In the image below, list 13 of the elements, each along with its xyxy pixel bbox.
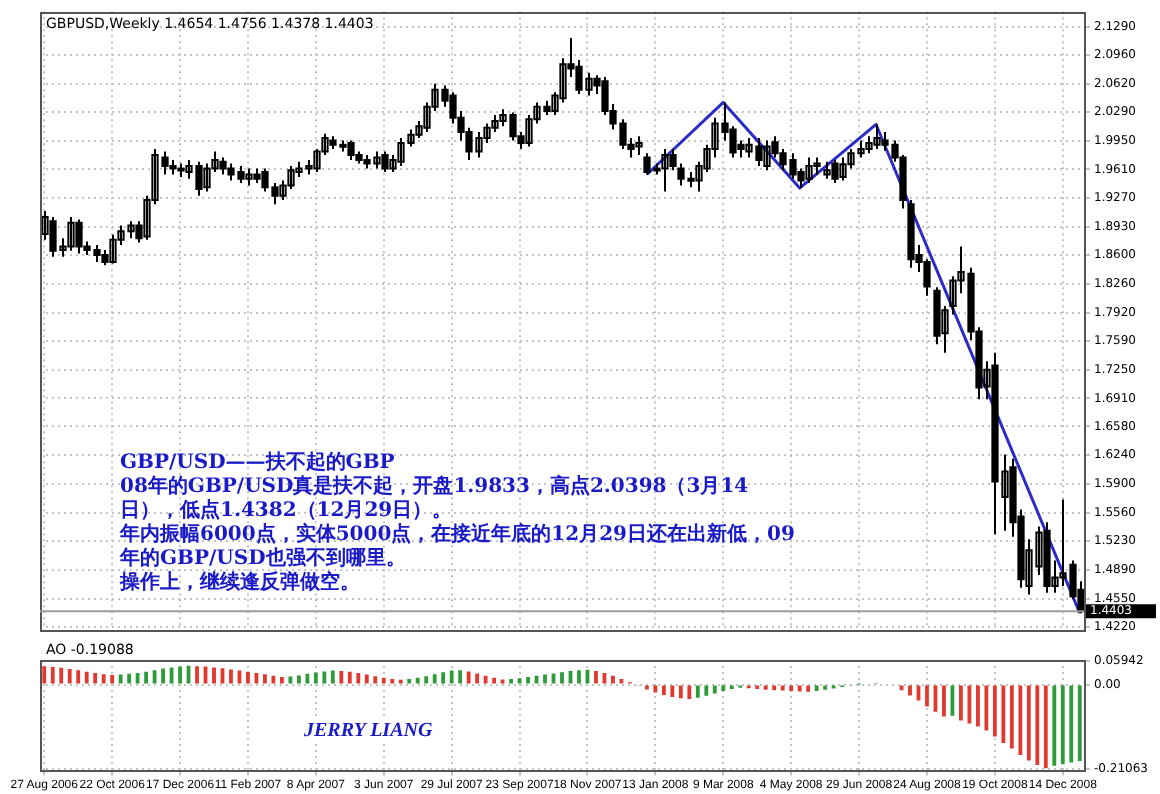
candlestick [67,215,75,252]
candlestick [763,139,771,172]
annotation: 年内振幅6000点，实体5000点，在接近年底的12月29日还在出新低，09年的GBP/USD也强不到哪里。 [120,524,797,571]
annotation: 操作上，继续逢反弹做空。 [120,572,362,596]
candlestick [661,148,669,193]
annotation: JERRY LIANG [304,720,433,742]
candlestick [873,123,881,151]
candlestick [805,156,813,184]
annotation: 08年的GBP/USD真是扶不起，开盘1.9833，高点2.0398（3月14日），低点1.4382（12月29日）。 [120,476,751,522]
candlestick [635,135,643,156]
annotation: GBP/USD——扶不起的GBP [120,452,397,475]
candlestick [109,233,117,265]
candlestick [839,156,847,182]
